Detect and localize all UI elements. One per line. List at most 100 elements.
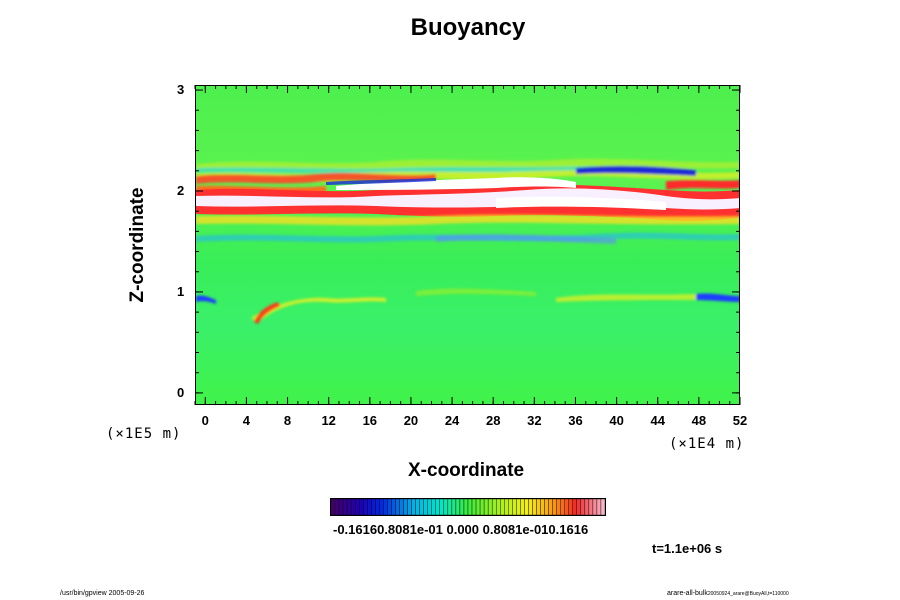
- colorbar-swatch: [395, 498, 400, 516]
- x-tick-label: 28: [485, 413, 501, 428]
- colorbar-swatch: [467, 498, 473, 516]
- y-tick-label: 0: [177, 384, 185, 400]
- x-tick-label: 24: [444, 413, 460, 428]
- x-tick-label: 8: [283, 413, 292, 428]
- colorbar-swatch: [572, 498, 577, 516]
- saturated-layer: [196, 177, 739, 221]
- colorbar-swatches: [330, 498, 606, 516]
- colorbar-swatch: [564, 498, 569, 516]
- x-tick-label: 12: [321, 413, 336, 428]
- y-tick-label: 3: [177, 82, 185, 98]
- lower-layer-bands: [196, 214, 739, 244]
- colorbar-swatch: [346, 498, 352, 516]
- colorbar-swatch: [354, 498, 360, 516]
- x-tick-label: 44: [650, 413, 665, 428]
- chart-title: Buoyancy: [410, 14, 526, 41]
- colorbar-swatch: [544, 498, 549, 516]
- x-tick-label: 52: [732, 413, 748, 428]
- x-tick-label: 0: [201, 413, 209, 428]
- colorbar-swatch: [524, 498, 529, 516]
- plot-area: [195, 85, 740, 405]
- y-tick-label: 2: [177, 182, 185, 198]
- footer-right-small: 20050924_arare@BuoyAll,t=110000: [707, 591, 789, 597]
- x-tick-label: 4: [242, 413, 251, 428]
- colorbar-swatch: [387, 498, 392, 516]
- colorbar-swatch: [504, 498, 509, 516]
- x-tick-label: 32: [527, 413, 542, 428]
- colorbar-swatch: [439, 498, 445, 516]
- colorbar-swatch: [391, 498, 396, 516]
- colorbar-swatch: [475, 498, 481, 516]
- x-tick-label: 16: [362, 413, 378, 428]
- colorbar-swatch: [576, 498, 582, 516]
- colorbar-swatch: [536, 498, 541, 516]
- colorbar-swatch: [363, 498, 368, 516]
- colorbar-swatch: [528, 498, 533, 516]
- colorbar-swatch: [516, 498, 521, 516]
- colorbar-swatch: [479, 498, 485, 516]
- footer-left: /usr/bin/gpview 2005-09-26: [60, 590, 145, 597]
- colorbar-swatch: [338, 498, 344, 516]
- colorbar-swatch: [483, 498, 489, 516]
- colorbar-swatch: [508, 498, 513, 516]
- colorbar-swatch: [443, 498, 449, 516]
- colorbar-swatch: [379, 498, 384, 516]
- colorbar-swatch: [423, 498, 428, 516]
- colorbar-swatch: [592, 498, 598, 516]
- colorbar-swatch: [463, 498, 469, 516]
- x-tick-label: 20: [403, 413, 419, 428]
- x-tick-label: 36: [568, 413, 583, 428]
- colorbar-swatch: [427, 498, 432, 516]
- y-unit-label: (×1E5 m): [106, 426, 182, 442]
- colorbar-swatch: [350, 498, 356, 516]
- colorbar-swatch: [367, 498, 372, 516]
- colorbar-swatch: [455, 498, 461, 516]
- colorbar-swatch: [451, 498, 457, 516]
- colorbar-swatch: [435, 498, 440, 516]
- colorbar-swatch: [491, 498, 497, 516]
- colorbar-swatch: [548, 498, 553, 516]
- colorbar-swatch: [471, 498, 477, 516]
- x-tick-label: 40: [609, 413, 624, 428]
- colorbar-swatch: [359, 498, 364, 516]
- colorbar-swatch: [596, 498, 602, 516]
- colorbar-swatch: [552, 498, 557, 516]
- colorbar-swatch: [584, 498, 590, 516]
- x-axis-label: X-coordinate: [408, 460, 525, 481]
- y-tick-label: 1: [177, 283, 185, 299]
- x-tick-label: 48: [691, 413, 707, 428]
- colorbar-swatch: [540, 498, 545, 516]
- y-axis-label: Z-coordinate: [127, 187, 148, 303]
- colorbar-swatch: [496, 498, 501, 516]
- colorbar-swatch: [487, 498, 493, 516]
- footer-right-main: arare-all-bulk: [667, 590, 708, 597]
- colorbar-swatch: [580, 498, 586, 516]
- x-unit-label: (×1E4 m): [669, 436, 745, 452]
- colorbar-swatch: [371, 498, 376, 516]
- colorbar-swatch: [403, 498, 408, 516]
- colorbar-swatch: [407, 498, 412, 516]
- colorbar-swatch: [532, 498, 537, 516]
- colorbar: [330, 498, 606, 516]
- colorbar-swatch: [512, 498, 517, 516]
- colorbar-swatch: [600, 498, 606, 516]
- lower-perturbations: [196, 288, 739, 324]
- time-label: t=1.1e+06 s: [652, 541, 723, 556]
- colorbar-swatch: [415, 498, 420, 516]
- colorbar-swatch: [588, 498, 594, 516]
- field-background: [196, 86, 739, 404]
- colorbar-labels: -0.16160.8081e-01 0.000 0.8081e-010.1616: [333, 522, 589, 537]
- colorbar-swatch: [447, 498, 453, 516]
- colorbar-swatch: [500, 498, 505, 516]
- colorbar-swatch: [330, 498, 336, 516]
- colorbar-swatch: [342, 498, 348, 516]
- colorbar-swatch: [459, 498, 465, 516]
- colorbar-swatch: [568, 498, 573, 516]
- colorbar-swatch: [556, 498, 561, 516]
- colorbar-swatch: [431, 498, 436, 516]
- colorbar-swatch: [334, 498, 340, 516]
- heatmap-field: [196, 86, 739, 404]
- footer-right: arare-all-bulk20050924_arare@BuoyAll,t=1…: [667, 590, 789, 597]
- colorbar-swatch: [560, 498, 565, 516]
